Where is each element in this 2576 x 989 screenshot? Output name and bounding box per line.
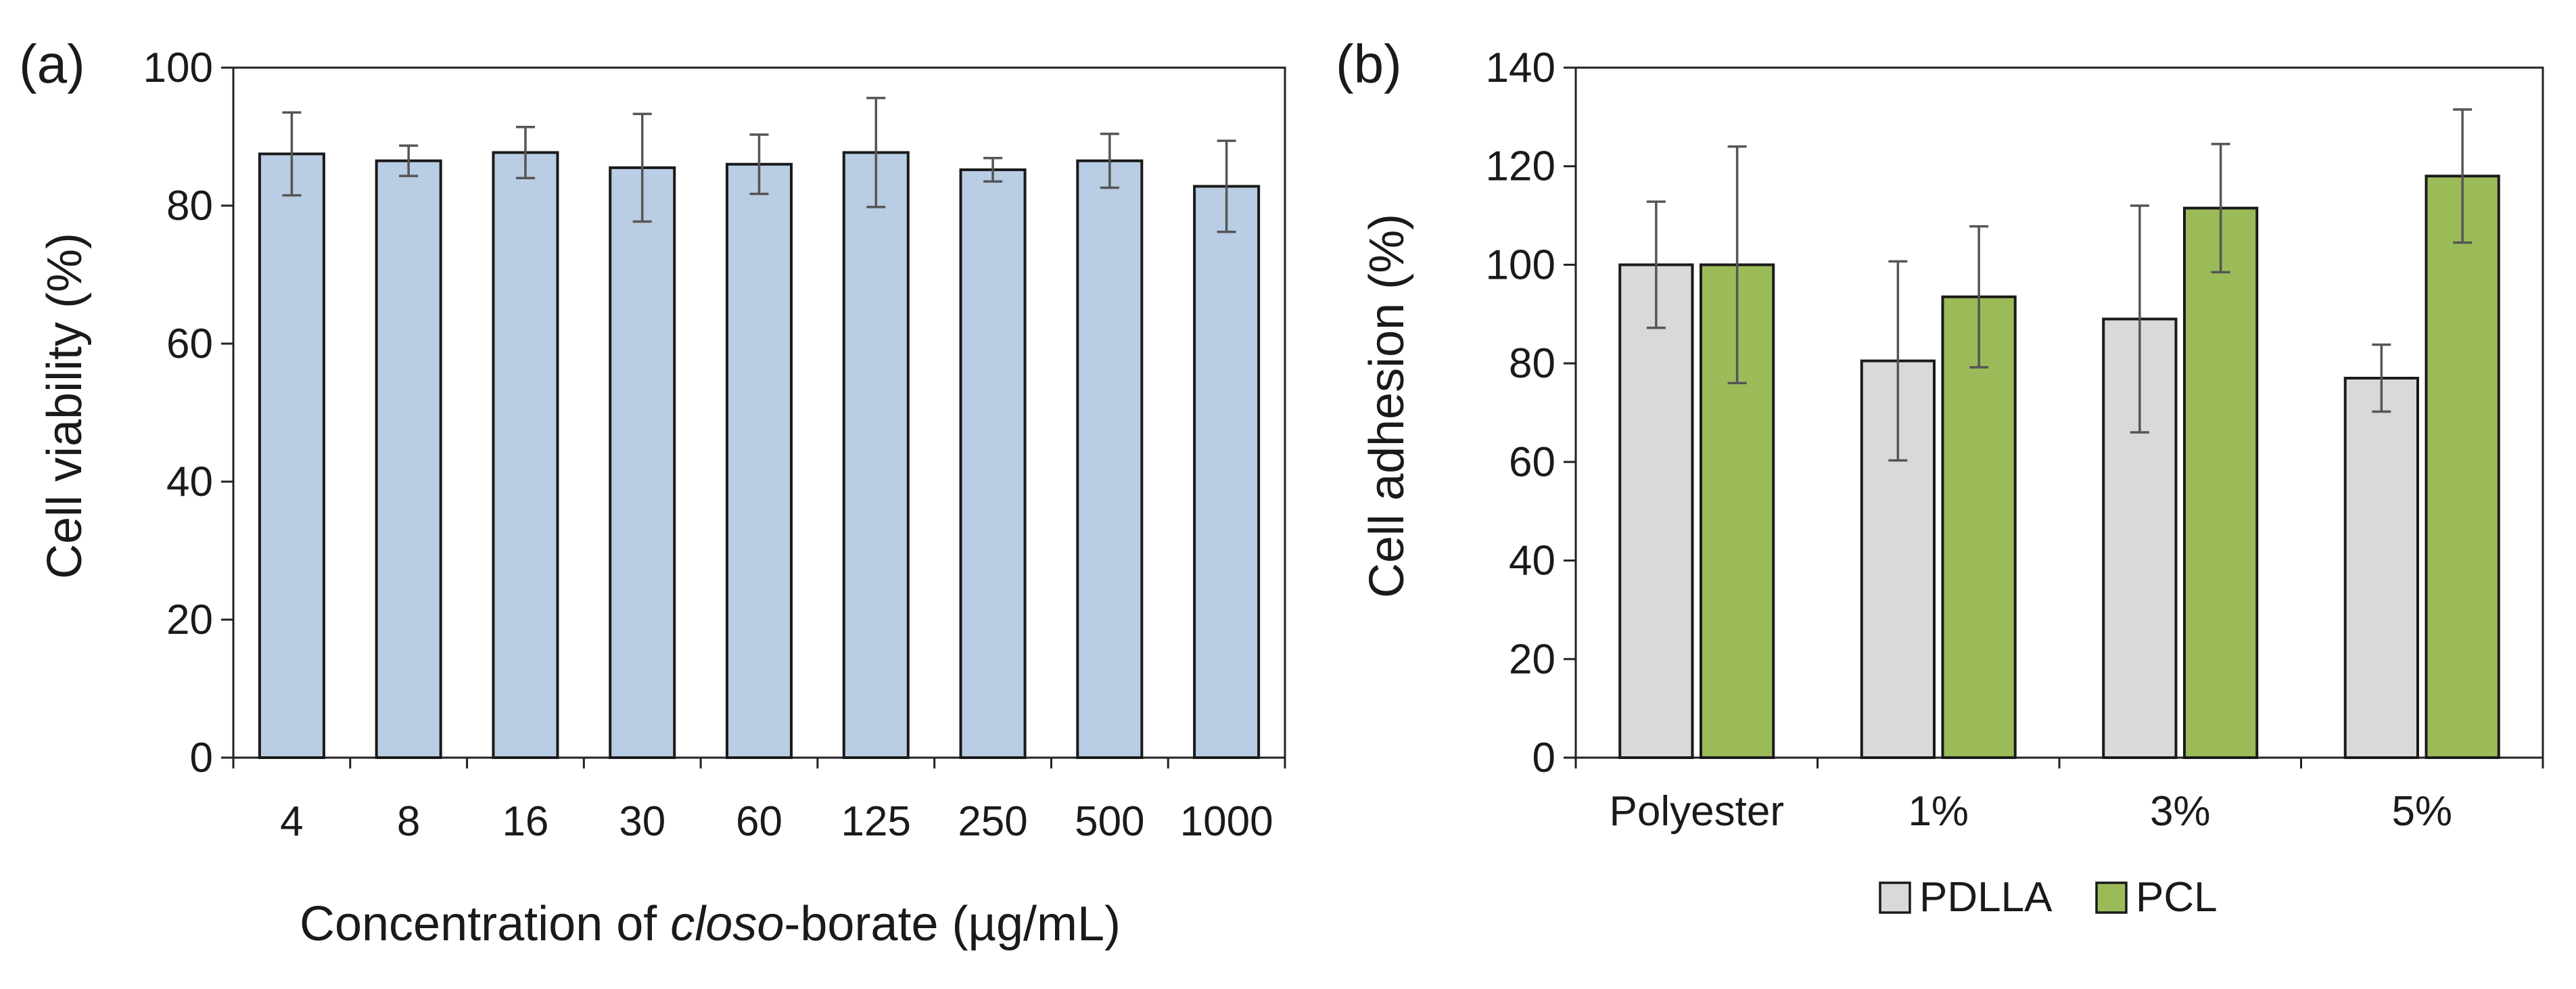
panel-b-y-tick-label: 40 — [1509, 538, 1555, 584]
panel-b-bar-pdlla — [1618, 263, 1694, 759]
panel-b-x-tick-label: Polyester — [1610, 788, 1784, 835]
panel-a-x-tick-label: 250 — [958, 798, 1027, 845]
panel-b-y-axis-title: Cell adhesion (%) — [1360, 214, 1414, 598]
panel-a-bar-cell-viability — [375, 159, 442, 759]
legend-swatch-pcl — [2095, 881, 2128, 914]
panel-a-x-tick-label: 30 — [619, 798, 665, 845]
panel-b-adhesion-chart: (b) Cell adhesion (%) 0 20 40 60 80 100 120 140… — [1336, 34, 2544, 921]
panel-a-bar-cell-viability — [1076, 159, 1144, 759]
panel-a-bar-cell-viability — [959, 168, 1027, 759]
panel-b-bar-pdlla — [2343, 377, 2419, 759]
panel-a-y-tick-label: 100 — [143, 45, 213, 91]
legend-label-pcl: PCL — [2136, 874, 2218, 921]
panel-a-x-tick-label: 8 — [397, 798, 420, 845]
panel-b-y-tick-label: 120 — [1486, 143, 1555, 190]
panel-a-x-tick-label: 60 — [736, 798, 782, 845]
panel-a-y-tick-label: 80 — [166, 183, 213, 229]
panel-a-x-tick-label: 1000 — [1180, 798, 1273, 845]
panel-b-x-tick-label: 5% — [2391, 788, 2452, 835]
panel-a-x-tick-label: 125 — [841, 798, 911, 845]
panel-b-label: (b) — [1336, 34, 1402, 94]
panel-b-bar-pcl — [2425, 175, 2500, 759]
panel-b-x-tick-label: 3% — [2150, 788, 2211, 835]
panel-a-plot-area: 0 20 40 60 80 100 4 8 16 30 60 125 250 500 1000 — [143, 45, 1286, 845]
panel-a-y-tick-label: 0 — [190, 735, 213, 781]
panel-a-y-tick-label: 40 — [166, 459, 213, 505]
panel-a-label: (a) — [19, 34, 85, 94]
panel-a-x-tick-label: 500 — [1075, 798, 1144, 845]
panel-a-bar-cell-viability — [609, 166, 676, 759]
panel-b-y-tick-label: 140 — [1486, 45, 1555, 91]
panel-a-bar-cell-viability — [492, 151, 559, 759]
panel-b-bar-pcl — [1941, 295, 2017, 759]
panel-a-bar-cell-viability — [725, 162, 793, 760]
panel-a-y-tick-label: 20 — [166, 597, 213, 643]
legend-label-pdlla: PDLLA — [1919, 874, 2053, 921]
panel-b-legend: PDLLA PCL — [1879, 874, 2218, 921]
panel-b-y-tick-label: 20 — [1509, 636, 1555, 683]
panel-b-x-tick-label: 1% — [1908, 788, 1969, 835]
panel-a-y-axis-title: Cell viability (%) — [38, 233, 92, 579]
panel-a-x-tick-label: 16 — [502, 798, 548, 845]
panel-a-x-axis-title: Concentration of closo-borate (µg/mL) — [300, 897, 1121, 951]
panel-a-bar-cell-viability — [1193, 185, 1261, 759]
panel-b-y-tick-label: 0 — [1532, 735, 1555, 781]
legend-swatch-pdlla — [1879, 881, 1911, 914]
panel-a-bar-cell-viability — [842, 151, 910, 759]
panel-a-y-tick-label: 60 — [166, 321, 213, 367]
panel-a-x-tick-label: 4 — [280, 798, 303, 845]
panel-a-bar-cell-viability — [258, 152, 325, 759]
panel-b-y-tick-label: 80 — [1509, 340, 1555, 387]
panel-b-bar-pcl — [2183, 206, 2259, 759]
panel-b-y-tick-label: 100 — [1486, 242, 1555, 288]
panel-b-y-tick-label: 60 — [1509, 439, 1555, 486]
panel-b-plot-area: 0 20 40 60 80 100 120 140 Polyester 1% 3% 5% — [1486, 45, 2544, 835]
panel-a-viability-chart: (a) Cell viability (%) Concentration of … — [19, 34, 1286, 951]
